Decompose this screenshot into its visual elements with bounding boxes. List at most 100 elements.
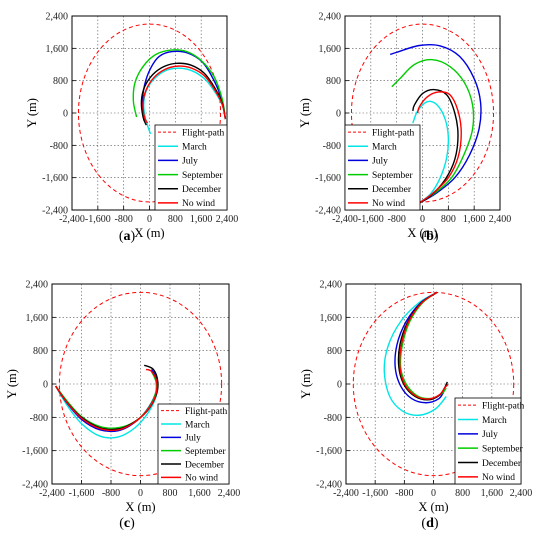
- legend-label: March: [182, 143, 207, 153]
- plot-frame: [71, 15, 228, 211]
- y-tick-label: -1,600: [315, 173, 341, 184]
- panel-c: -2,400 -1,600 -800 0 800 1,600 2,400 2,400 1,600…: [5, 280, 240, 532]
- legend: Flight-path March July September December No …: [157, 403, 230, 485]
- y-tick-label: -2,400: [42, 206, 68, 217]
- legend-label: September: [372, 171, 413, 181]
- legend-label: Flight-path: [185, 407, 227, 417]
- x-tick-label: 800: [168, 214, 183, 225]
- y-tick-label: -800: [324, 413, 342, 424]
- x-axis-label: X (m): [418, 500, 448, 514]
- series-line-no-wind: [399, 291, 449, 400]
- flight-path-circle: [352, 291, 515, 477]
- plot-content: [352, 291, 515, 477]
- x-tick-label: 0: [138, 488, 143, 499]
- x-tick-label: 2,400: [216, 214, 239, 225]
- legend-label: December: [185, 460, 225, 470]
- series-line-march: [412, 100, 450, 205]
- panel-caption: (d): [421, 516, 438, 531]
- x-tick-label: 1,600: [463, 214, 486, 225]
- series-line-no-wind: [142, 65, 227, 124]
- legend-label: September: [182, 171, 223, 181]
- x-tick-label: -2,400: [332, 214, 358, 225]
- series-line-september: [132, 49, 227, 120]
- series-line-no-wind: [55, 368, 158, 432]
- x-tick-label: 2,400: [510, 488, 533, 499]
- series-line-no-wind: [416, 91, 462, 205]
- y-tick-label: 1,600: [46, 44, 69, 55]
- x-tick-label: 1,600: [190, 214, 213, 225]
- y-axis-label: Y (m): [298, 98, 312, 128]
- series-line-september: [391, 58, 475, 205]
- x-tick-label: 0: [431, 488, 436, 499]
- y-tick-label: 2,400: [320, 280, 343, 291]
- legend-label: March: [185, 420, 210, 430]
- legend-label: December: [182, 185, 222, 195]
- panel-a: -2,400 -1,600 -800 0 800 1,600 2,4002,4001,600…: [25, 12, 238, 245]
- series-line-march: [383, 291, 447, 416]
- legend-label: No wind: [372, 199, 405, 209]
- y-tick-label: -800: [30, 413, 48, 424]
- x-tick-label: 1,600: [188, 488, 211, 499]
- legend: Flight-path March July September December No …: [454, 397, 524, 485]
- legend-box: [154, 124, 228, 211]
- x-tick-label: 2,400: [218, 488, 241, 499]
- y-tick-label: 0: [43, 380, 48, 391]
- panel-b: -2,400 -1,600 -800 0 800 1,600 2,4002,4001,600…: [298, 12, 511, 245]
- x-tick-label: 2,400: [489, 214, 512, 225]
- y-tick-label: -2,400: [316, 480, 342, 491]
- panel-caption: (b): [421, 229, 438, 244]
- x-tick-label: -2,400: [333, 488, 359, 499]
- y-tick-label: 2,400: [319, 12, 342, 23]
- legend-label: Flight-path: [482, 401, 524, 411]
- y-tick-label: -800: [50, 141, 68, 152]
- x-tick-label: -2,400: [39, 488, 65, 499]
- y-tick-label: -1,600: [316, 446, 342, 457]
- plot-frame: [344, 15, 501, 211]
- legend-label: Flight-path: [182, 128, 224, 138]
- x-tick-label: -800: [102, 488, 120, 499]
- legend-label: December: [372, 185, 412, 195]
- legend-label: September: [482, 444, 523, 454]
- x-axis-label: X (m): [134, 226, 164, 240]
- x-tick-label: -2,400: [59, 214, 85, 225]
- y-tick-label: 0: [337, 380, 342, 391]
- legend: Flight-path March July September December No …: [344, 124, 421, 211]
- series-line-july: [394, 291, 446, 404]
- legend-label: July: [372, 157, 388, 167]
- y-tick-label: 0: [63, 109, 68, 120]
- legend-label: July: [185, 434, 201, 444]
- plot-frame: [345, 283, 522, 485]
- x-tick-label: -1,600: [69, 488, 95, 499]
- y-tick-label: -800: [323, 141, 341, 152]
- legend-label: March: [372, 143, 397, 153]
- series-line-march: [142, 67, 227, 135]
- series-line-july: [389, 43, 482, 205]
- x-axis-label: X (m): [407, 226, 437, 240]
- y-tick-label: 1,600: [26, 313, 49, 324]
- plot-content: [55, 291, 223, 477]
- x-tick-label: 800: [455, 488, 470, 499]
- y-tick-label: 2,400: [46, 12, 69, 23]
- legend-label: December: [482, 459, 522, 469]
- legend-label: July: [482, 430, 498, 440]
- plot-content: [350, 23, 495, 205]
- plot-content: [77, 23, 227, 203]
- legend-label: No wind: [182, 199, 215, 209]
- legend-label: No wind: [185, 474, 218, 484]
- legend-label: Flight-path: [372, 128, 414, 138]
- x-tick-label: -800: [114, 214, 132, 225]
- legend-label: March: [482, 416, 507, 426]
- flight-path-circle: [77, 23, 222, 203]
- flight-path-circle: [350, 23, 495, 203]
- x-tick-label: 1,600: [481, 488, 504, 499]
- panel-caption: (a): [119, 229, 136, 244]
- legend: Flight-path March July September December No …: [154, 124, 228, 211]
- y-tick-label: 800: [33, 346, 48, 357]
- y-tick-label: 2,400: [26, 280, 49, 291]
- legend-label: No wind: [482, 473, 515, 483]
- x-tick-label: -800: [395, 488, 413, 499]
- y-tick-label: -1,600: [42, 173, 68, 184]
- y-tick-label: -1,600: [22, 446, 48, 457]
- y-axis-label: Y (m): [25, 98, 39, 128]
